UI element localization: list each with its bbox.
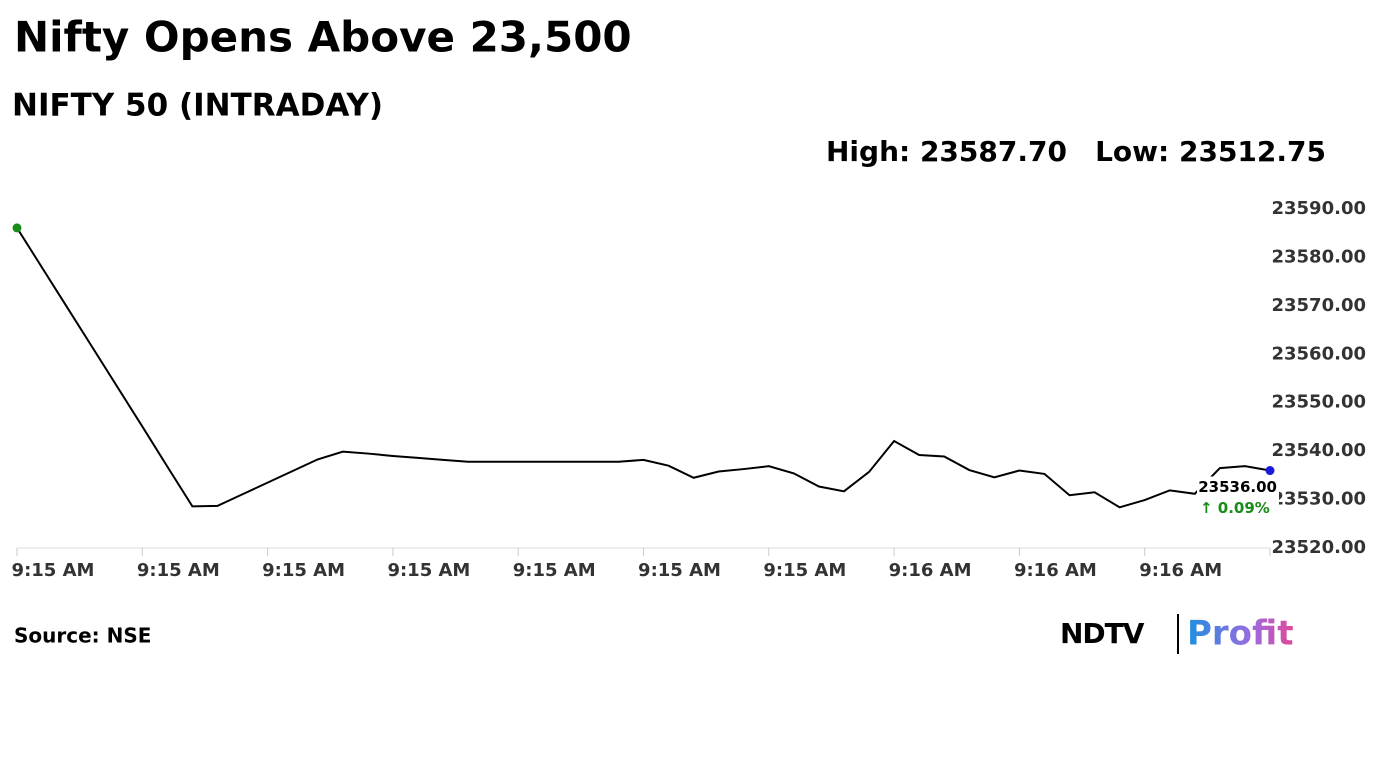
x-tick-label: 9:16 AM <box>1014 560 1097 581</box>
chart-title: Nifty Opens Above 23,500 <box>14 13 632 62</box>
last-point <box>1265 466 1275 476</box>
first-point <box>12 223 22 233</box>
y-tick-label: 23570.00 <box>1271 295 1366 316</box>
x-tick-label: 9:15 AM <box>513 560 596 581</box>
x-tick-label: 9:15 AM <box>137 560 220 581</box>
source: Source: NSE <box>14 624 151 648</box>
y-tick-label: 23590.00 <box>1271 198 1366 219</box>
logo-ndtv: NDTV <box>1060 617 1145 650</box>
y-tick-label: 23580.00 <box>1271 246 1366 267</box>
x-tick-label: 9:15 AM <box>638 560 721 581</box>
x-tick-label: 9:15 AM <box>262 560 345 581</box>
price-line <box>16 227 1271 509</box>
value-label-bg <box>1197 476 1279 523</box>
y-tick-label: 23520.00 <box>1271 537 1366 558</box>
change-label: ↑ 0.09% <box>1200 499 1270 517</box>
x-tick-label: 9:16 AM <box>1139 560 1222 581</box>
high-label: High: 23587.70 <box>826 135 1067 168</box>
logo-profit: Profit <box>1187 614 1294 654</box>
y-tick-label: 23550.00 <box>1271 392 1366 413</box>
chart-subtitle: NIFTY 50 (INTRADAY) <box>12 88 383 124</box>
x-tick-label: 9:15 AM <box>763 560 846 581</box>
last-value-label: 23536.00 <box>1198 478 1277 496</box>
x-tick-label: 9:16 AM <box>889 560 972 581</box>
y-tick-label: 23540.00 <box>1271 440 1366 461</box>
x-tick-label: 9:15 AM <box>12 560 95 581</box>
y-tick-label: 23530.00 <box>1271 489 1366 510</box>
low-label: Low: 23512.75 <box>1095 135 1326 168</box>
x-tick-label: 9:15 AM <box>387 560 470 581</box>
y-tick-label: 23560.00 <box>1271 343 1366 364</box>
